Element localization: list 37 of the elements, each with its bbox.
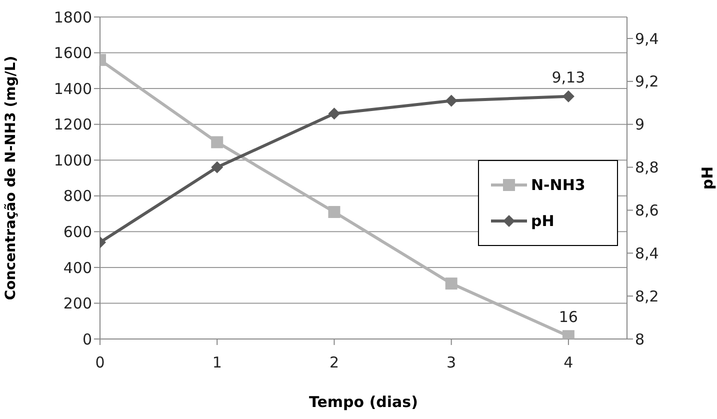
point bbox=[445, 94, 458, 107]
y-tick-label: 1200 bbox=[54, 116, 92, 134]
data-label: 16 bbox=[558, 308, 578, 326]
x-tick-label: 2 bbox=[329, 354, 339, 372]
x-tick-label: 3 bbox=[446, 354, 456, 372]
y2-tick-label: 9,2 bbox=[635, 72, 659, 91]
legend-label: pH bbox=[531, 212, 554, 230]
legend-label: N-NH3 bbox=[531, 176, 586, 194]
y-tick-label: 1000 bbox=[54, 151, 92, 170]
y-tick-label: 0 bbox=[82, 330, 92, 348]
y2-tick-label: 8,2 bbox=[635, 287, 659, 306]
data-label: 9,13 bbox=[552, 68, 586, 86]
y-tick-label: 1600 bbox=[54, 44, 92, 62]
y-tick-label: 200 bbox=[63, 294, 92, 313]
y2-tick-label: 9 bbox=[635, 116, 645, 134]
y2-tick-label: 8 bbox=[635, 330, 645, 348]
point bbox=[328, 108, 340, 120]
y2-tick-label: 8,6 bbox=[635, 202, 659, 220]
x-tick-label: 4 bbox=[564, 354, 574, 372]
x-tick-label: 0 bbox=[95, 354, 105, 372]
y-axis-title: Concentração de N-NH3 (mg/L) bbox=[2, 56, 19, 300]
y-tick-label: 1400 bbox=[54, 80, 92, 98]
y-tick-label: 800 bbox=[63, 187, 92, 206]
point bbox=[211, 161, 224, 174]
point bbox=[445, 278, 458, 290]
y-tick-label: 600 bbox=[63, 222, 92, 241]
x-axis-title: Tempo (dias) bbox=[309, 393, 418, 411]
x-tick-label: 1 bbox=[212, 354, 222, 372]
y2-tick-label: 9,4 bbox=[635, 30, 659, 48]
point bbox=[562, 90, 574, 102]
y-tick-label: 1800 bbox=[54, 8, 92, 26]
y2-axis-title: pH bbox=[698, 166, 716, 190]
point bbox=[328, 206, 340, 218]
point bbox=[211, 136, 224, 148]
y2-tick-label: 8,4 bbox=[635, 244, 659, 262]
y-tick-label: 400 bbox=[63, 258, 92, 277]
y2-tick-label: 8,8 bbox=[635, 158, 659, 177]
